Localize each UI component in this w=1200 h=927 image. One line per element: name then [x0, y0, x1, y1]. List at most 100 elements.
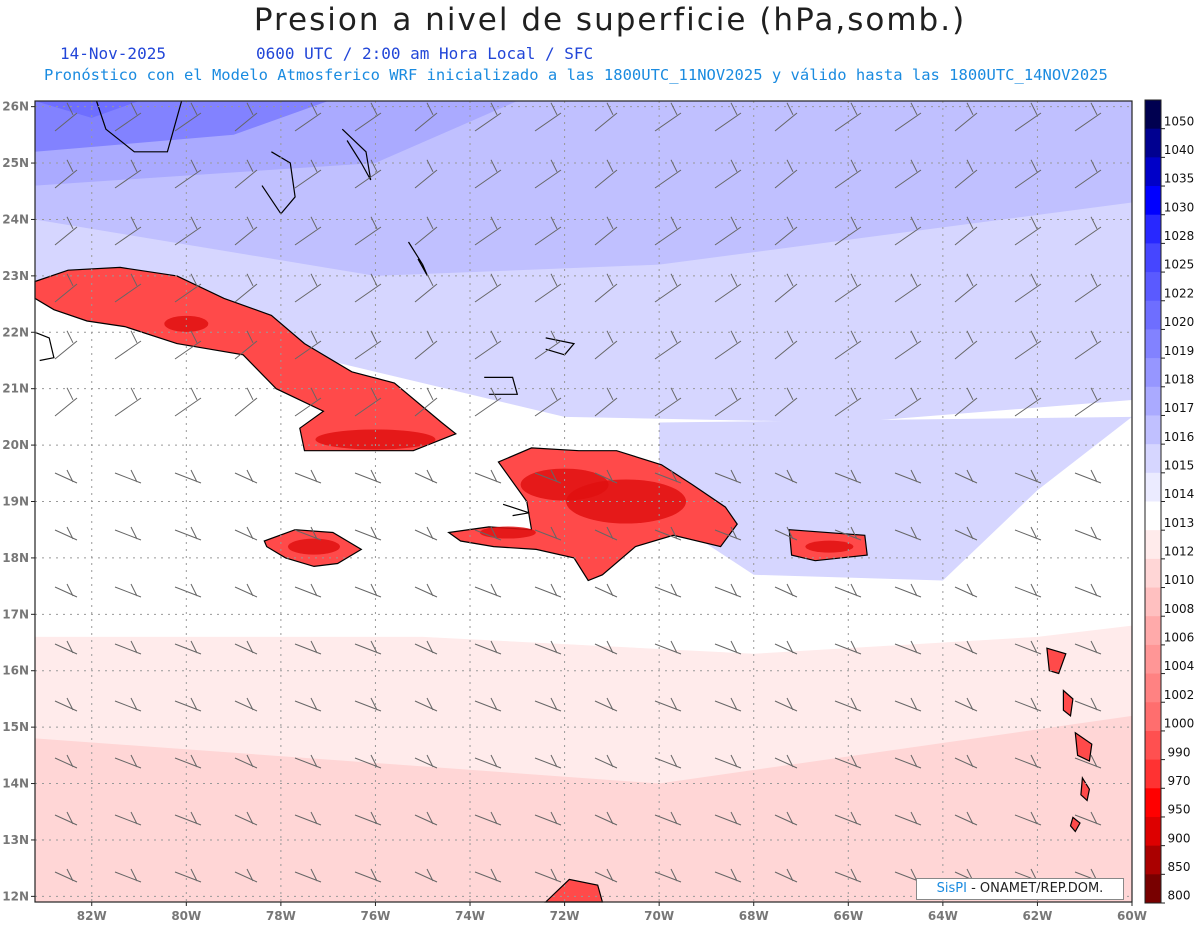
wind-barb [174, 469, 202, 484]
colorbar-swatch [1145, 472, 1161, 502]
wind-barb [234, 754, 258, 769]
wind-barb [174, 102, 202, 132]
wind-barb [714, 583, 742, 598]
wind-barb [174, 868, 202, 883]
colorbar-label: 1020 [1164, 315, 1195, 329]
island-martinique [1074, 731, 1093, 762]
wind-barb [834, 216, 862, 246]
colorbar-label: 1010 [1164, 573, 1195, 587]
wind-barb [1074, 754, 1102, 769]
wind-barb [714, 754, 742, 769]
wind-barb [654, 583, 682, 598]
colorbar-swatch [1145, 874, 1161, 904]
wind-barb [954, 330, 978, 360]
wind-barb [534, 583, 562, 598]
wind-barb [594, 469, 618, 484]
wind-barb [834, 526, 862, 541]
wind-barb [414, 387, 438, 417]
lat-tick-label: 24N [2, 212, 29, 226]
wind-barb [354, 583, 382, 598]
wind-barb [534, 868, 562, 883]
wind-barb [294, 697, 322, 712]
wind-barb [1074, 387, 1102, 417]
wind-barb [1014, 526, 1042, 541]
lon-tick-label: 64W [928, 909, 958, 923]
island-st-lucia [1080, 776, 1091, 802]
wind-barb [114, 469, 142, 484]
colorbar-label: 1004 [1164, 659, 1195, 673]
wind-barb [414, 102, 438, 132]
wind-barb [354, 754, 382, 769]
wind-barb [354, 469, 382, 484]
lon-tick-label: 62W [1022, 909, 1052, 923]
wind-barb [474, 754, 502, 769]
pressure-core-6 [479, 526, 536, 539]
colorbar-label: 1028 [1164, 229, 1195, 243]
wind-barb [714, 387, 742, 417]
wind-barb [894, 754, 922, 769]
lon-tick-label: 74W [455, 909, 485, 923]
colorbar-swatch [1145, 300, 1161, 330]
wind-barb [294, 811, 322, 826]
wind-barb [474, 330, 502, 360]
lat-tick-label: 13N [2, 833, 29, 847]
wind-barb [474, 583, 502, 598]
wind-barb [174, 526, 202, 541]
wind-barb [954, 526, 978, 541]
pressure-core-4 [805, 540, 854, 553]
wind-barb [1074, 102, 1102, 132]
wind-barb [594, 273, 618, 303]
wind-barb [414, 868, 438, 883]
wind-barb [474, 159, 502, 189]
lon-tick-label: 82W [77, 909, 107, 923]
colorbar-swatch [1145, 788, 1161, 818]
colorbar-label: 1040 [1164, 143, 1195, 157]
wind-barb [534, 640, 562, 655]
wind-barb [1074, 159, 1102, 189]
colorbar-label: 850 [1168, 860, 1191, 874]
wind-barb [414, 159, 438, 189]
wind-barb [534, 273, 562, 303]
wind-barb [54, 387, 78, 417]
wind-barb [414, 469, 438, 484]
colorbar-swatch [1145, 816, 1161, 847]
wind-barb [114, 811, 142, 826]
wind-barb [774, 469, 798, 484]
wind-barb [594, 387, 618, 417]
wind-barb [774, 273, 798, 303]
wind-barb [354, 330, 382, 360]
wind-barb [294, 868, 322, 883]
pressure-core-5 [164, 315, 209, 332]
colorbar-swatch [1145, 759, 1161, 789]
wind-barb [114, 273, 142, 303]
wind-barb [174, 640, 202, 655]
wind-barb [894, 811, 922, 826]
wind-barb [234, 159, 258, 189]
wind-barb [954, 387, 978, 417]
wind-barb [114, 583, 142, 598]
wind-barb [54, 526, 78, 541]
wind-barb [774, 754, 798, 769]
colorbar-swatch [1145, 358, 1161, 388]
wind-barb [1014, 216, 1042, 246]
wind-barb [474, 526, 502, 541]
colorbar-swatch [1145, 444, 1161, 474]
wind-barb [534, 469, 562, 484]
wind-barb [534, 697, 562, 712]
wind-barb [174, 811, 202, 826]
wind-barb [834, 159, 862, 189]
wind-barb [114, 754, 142, 769]
wind-barb [54, 583, 78, 598]
lon-tick-label: 60W [1117, 909, 1147, 923]
colorbar-swatch [1145, 587, 1161, 617]
lon-tick-label: 68W [739, 909, 769, 923]
wind-barb [174, 583, 202, 598]
wind-barb [714, 216, 742, 246]
wind-barb [414, 583, 438, 598]
wind-barb [714, 640, 742, 655]
coast-inagua [484, 376, 519, 395]
wind-barb [354, 216, 382, 246]
wind-barb [654, 754, 682, 769]
wind-barb [594, 754, 618, 769]
wind-barb [54, 330, 78, 360]
